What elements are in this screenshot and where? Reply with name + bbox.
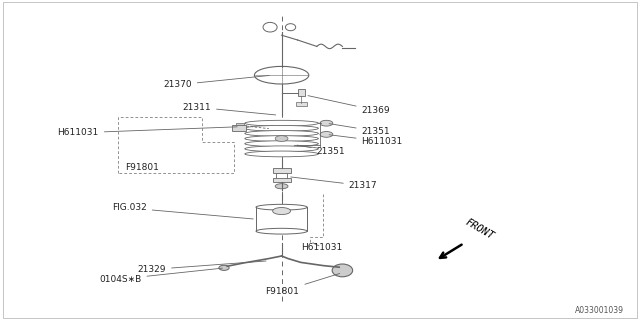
Bar — [298, 89, 305, 96]
Text: A033001039: A033001039 — [575, 306, 624, 315]
Text: F91801: F91801 — [125, 163, 159, 172]
Text: FIG.032: FIG.032 — [112, 204, 253, 219]
Text: 21329: 21329 — [138, 261, 266, 274]
Ellipse shape — [275, 136, 288, 141]
Bar — [232, 125, 246, 131]
Ellipse shape — [245, 146, 319, 152]
Ellipse shape — [219, 265, 229, 270]
Text: 21351: 21351 — [329, 124, 390, 136]
Ellipse shape — [273, 208, 291, 214]
Bar — [273, 178, 291, 182]
Bar — [296, 102, 307, 106]
Ellipse shape — [245, 136, 319, 141]
Ellipse shape — [320, 120, 333, 126]
Text: H611031: H611031 — [301, 243, 342, 252]
Bar — [276, 173, 287, 179]
Ellipse shape — [263, 22, 277, 32]
Text: FRONT: FRONT — [464, 217, 496, 242]
Ellipse shape — [245, 131, 319, 136]
Text: 21369: 21369 — [308, 96, 390, 115]
Text: H611031: H611031 — [58, 127, 237, 137]
Ellipse shape — [245, 151, 319, 157]
Text: 21370: 21370 — [163, 76, 269, 89]
Ellipse shape — [255, 66, 309, 84]
Ellipse shape — [245, 141, 319, 147]
Text: H611031: H611031 — [329, 135, 403, 146]
Bar — [256, 207, 307, 231]
Text: 21311: 21311 — [182, 103, 276, 115]
Bar — [273, 168, 291, 173]
Text: 21317: 21317 — [291, 177, 378, 190]
Ellipse shape — [275, 184, 288, 189]
Text: 21351: 21351 — [297, 145, 346, 156]
Ellipse shape — [285, 24, 296, 31]
Ellipse shape — [245, 120, 319, 126]
Text: F91801: F91801 — [266, 274, 340, 296]
Text: 0104S∗B: 0104S∗B — [99, 268, 223, 284]
Ellipse shape — [256, 228, 307, 234]
Ellipse shape — [332, 264, 353, 277]
Ellipse shape — [320, 132, 333, 137]
Ellipse shape — [256, 204, 307, 210]
Ellipse shape — [245, 125, 319, 131]
Bar — [236, 123, 244, 125]
